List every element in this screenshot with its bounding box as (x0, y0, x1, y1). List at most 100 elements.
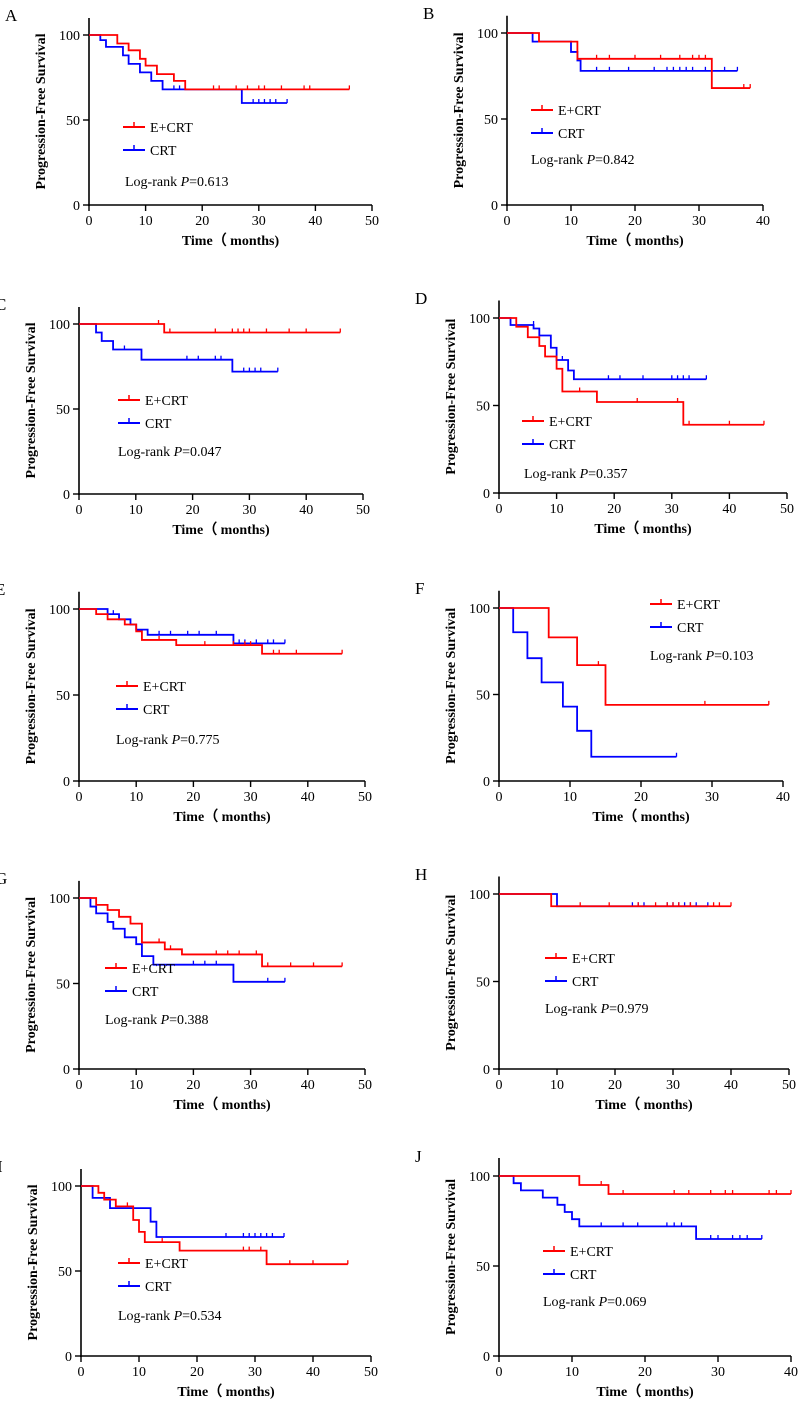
y-tick-label: 100 (49, 318, 70, 333)
panel-letter: F (415, 579, 424, 598)
legend-label: CRT (570, 1268, 597, 1283)
x-tick-label: 40 (784, 1365, 798, 1380)
y-axis-label: Progression-Free Survival (444, 895, 459, 1051)
legend-label: E+CRT (572, 952, 615, 967)
p-value: =0.357 (588, 467, 627, 482)
log-rank-stat: Log-rank P=0.047 (118, 445, 222, 460)
km-curve-crt (499, 607, 677, 758)
y-tick-label: 0 (483, 487, 490, 502)
y-tick-label: 0 (63, 488, 70, 503)
y-axis-label: Progression-Free Survival (444, 1179, 459, 1335)
y-tick-label: 50 (58, 1265, 72, 1280)
x-tick-label: 50 (356, 503, 370, 518)
panel-g: G 0 10 20 30 40 50 0 50 100 Time（ months) Progressi… (0, 869, 372, 1113)
x-tick-label: 0 (496, 502, 503, 517)
y-tick-label: 50 (66, 114, 80, 129)
y-tick-label: 0 (65, 1350, 72, 1365)
x-tick-label: 20 (186, 790, 200, 805)
x-tick-label: 20 (195, 214, 209, 229)
p-value: =0.047 (182, 445, 221, 460)
panel-c: C 0 10 20 30 40 50 0 50 100 Time（ months) Progressi… (0, 295, 370, 538)
x-tick-label: 0 (76, 503, 83, 518)
panel-j: J 0 10 20 30 40 0 50 100 Time（ months) Progression… (415, 1147, 798, 1400)
y-axis-label: Progression-Free Survival (24, 322, 39, 478)
p-label: P (598, 1295, 608, 1310)
p-label: P (600, 1002, 610, 1017)
y-tick-label: 100 (469, 602, 490, 617)
km-curve-e-crt (79, 608, 343, 655)
km-curve-e-crt (499, 317, 764, 426)
p-value: =0.613 (189, 175, 228, 190)
panel-letter: H (415, 865, 427, 884)
panel-letter: C (0, 295, 6, 314)
km-curve-crt (499, 317, 707, 381)
km-curve-e-crt (499, 1175, 791, 1195)
x-tick-label: 10 (550, 502, 564, 517)
log-rank-label: Log-rank (543, 1295, 599, 1310)
x-tick-label: 30 (666, 1078, 680, 1093)
x-tick-label: 20 (186, 1078, 200, 1093)
x-tick-label: 20 (186, 503, 200, 518)
legend-label: CRT (677, 621, 704, 636)
x-tick-label: 10 (565, 1365, 579, 1380)
legend-label: CRT (549, 438, 576, 453)
log-rank-label: Log-rank (545, 1002, 601, 1017)
x-axis-label: Time（ months) (595, 1097, 693, 1113)
km-curve-e-crt (81, 1185, 348, 1266)
y-tick-label: 100 (469, 312, 490, 327)
legend-label: CRT (572, 975, 599, 990)
x-tick-label: 0 (496, 1365, 503, 1380)
panel-letter: D (415, 289, 427, 308)
x-tick-label: 30 (711, 1365, 725, 1380)
p-label: P (579, 467, 589, 482)
log-rank-stat: Log-rank P=0.103 (650, 649, 754, 664)
y-tick-label: 0 (483, 1350, 490, 1365)
panel-letter: E (0, 580, 5, 599)
x-tick-label: 10 (563, 790, 577, 805)
legend-label: E+CRT (143, 680, 186, 695)
legend-label: CRT (145, 1280, 172, 1295)
panel-letter: J (415, 1147, 422, 1166)
y-axis-label: Progression-Free Survival (24, 897, 39, 1053)
x-tick-label: 0 (76, 790, 83, 805)
y-tick-label: 50 (476, 1260, 490, 1275)
y-tick-label: 100 (49, 892, 70, 907)
legend-label: E+CRT (558, 104, 601, 119)
x-tick-label: 20 (634, 790, 648, 805)
log-rank-stat: Log-rank P=0.613 (125, 175, 229, 190)
km-curve-crt (79, 323, 278, 373)
p-label: P (173, 445, 183, 460)
panel-h: H 0 10 20 30 40 50 0 50 100 Time（ months) Progressi… (415, 865, 796, 1113)
km-curve-crt (81, 1185, 284, 1238)
y-axis-label: Progression-Free Survival (444, 608, 459, 764)
x-tick-label: 10 (139, 214, 153, 229)
log-rank-label: Log-rank (116, 733, 172, 748)
x-tick-label: 50 (780, 502, 794, 517)
panel-i: I 0 10 20 30 40 50 0 50 100 Time（ months) Progressi… (0, 1157, 378, 1400)
y-tick-label: 50 (484, 113, 498, 128)
x-axis-label: Time（ months) (173, 1097, 271, 1113)
x-tick-label: 10 (129, 503, 143, 518)
log-rank-label: Log-rank (650, 649, 706, 664)
x-tick-label: 20 (607, 502, 621, 517)
legend-label: E+CRT (150, 121, 193, 136)
x-tick-label: 40 (308, 214, 322, 229)
p-label: P (705, 649, 715, 664)
x-tick-label: 30 (244, 790, 258, 805)
x-tick-label: 30 (665, 502, 679, 517)
log-rank-stat: Log-rank P=0.388 (105, 1013, 209, 1028)
p-value: =0.069 (607, 1295, 646, 1310)
legend-label: CRT (150, 144, 177, 159)
x-tick-label: 10 (132, 1365, 146, 1380)
p-label: P (171, 733, 181, 748)
x-tick-label: 30 (705, 790, 719, 805)
x-tick-label: 40 (306, 1365, 320, 1380)
x-axis-label: Time（ months) (592, 809, 690, 825)
legend-label: E+CRT (145, 1257, 188, 1272)
log-rank-label: Log-rank (118, 445, 174, 460)
x-tick-label: 10 (550, 1078, 564, 1093)
log-rank-label: Log-rank (118, 1309, 174, 1324)
km-curve-crt (79, 897, 285, 983)
km-curve-e-crt (507, 32, 751, 89)
